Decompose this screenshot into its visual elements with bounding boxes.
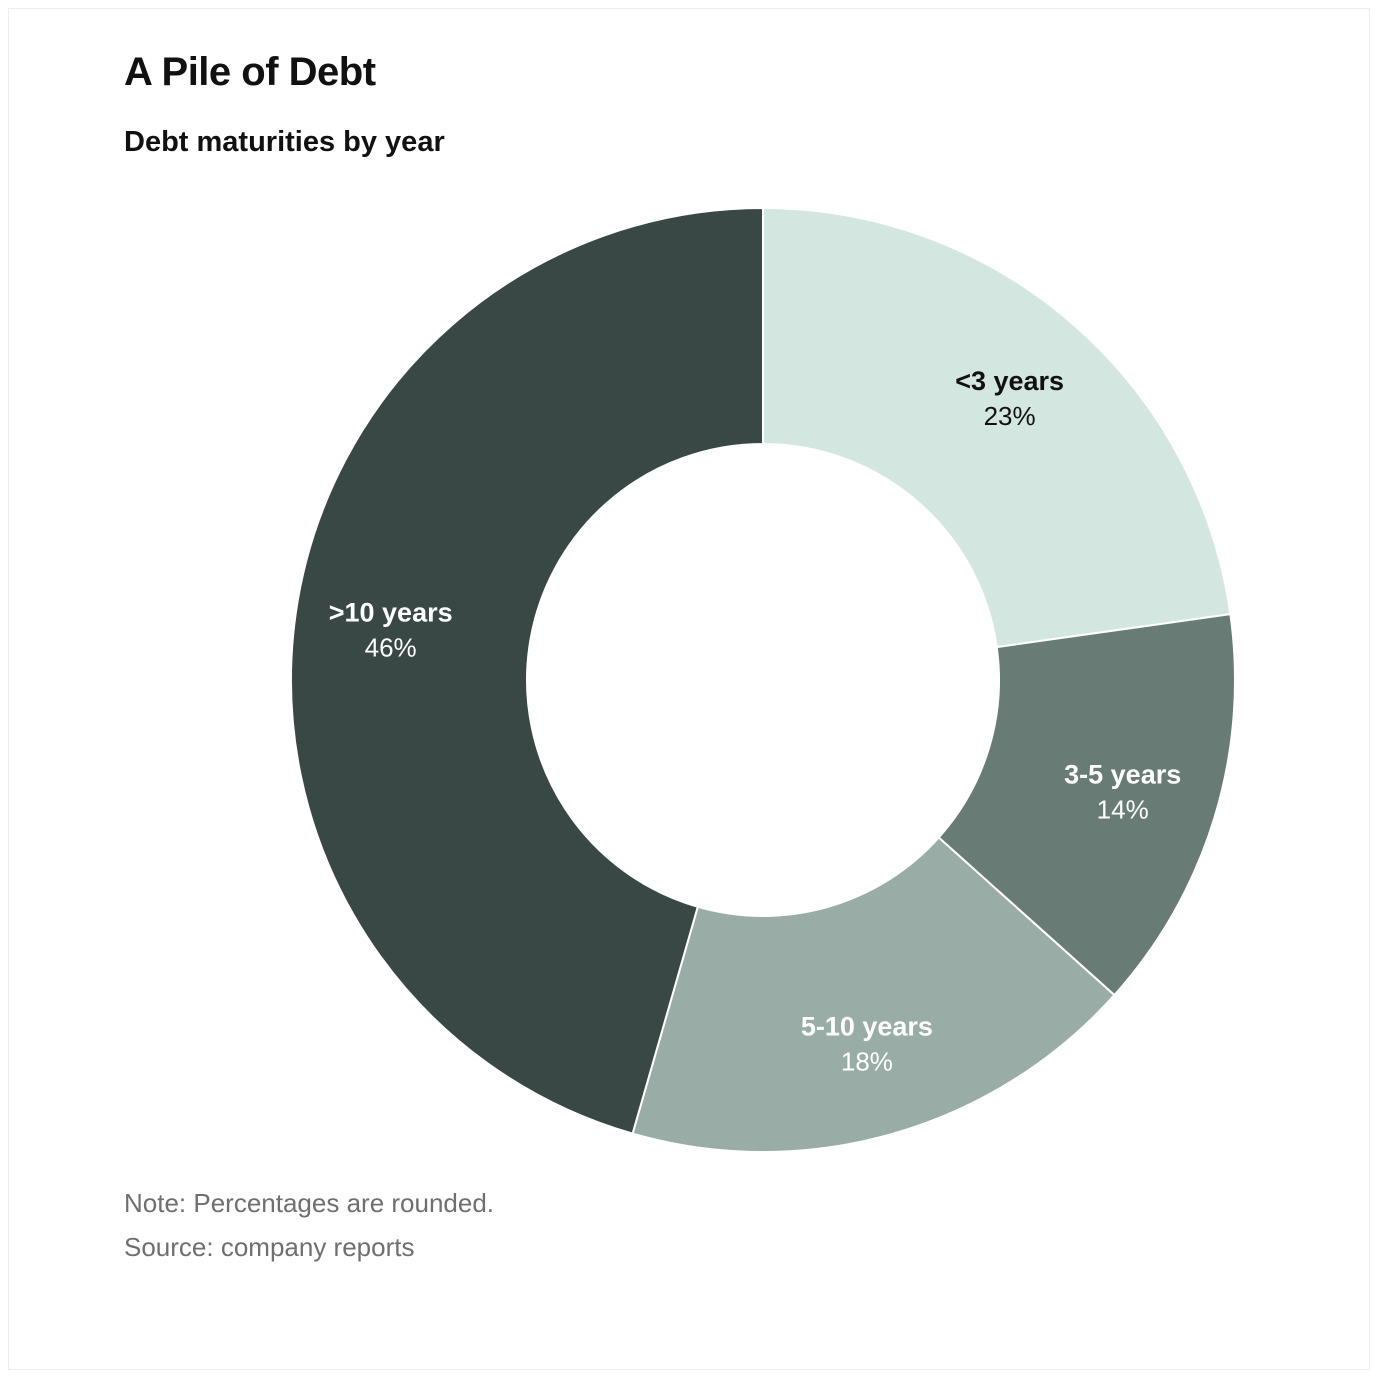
slice-value-label: 46% — [365, 633, 417, 663]
slice-category-label: <3 years — [955, 366, 1064, 396]
donut-slice — [937, 613, 1236, 997]
slice-value-label: 14% — [1097, 794, 1149, 824]
slice-category-label: 5-10 years — [801, 1011, 933, 1041]
donut-slice — [762, 206, 1232, 649]
donut-slice — [289, 206, 764, 1135]
slice-category-label: 3-5 years — [1064, 759, 1181, 789]
chart-source: Source: company reports — [124, 1232, 415, 1262]
slice-category-label: >10 years — [329, 598, 453, 628]
donut-slice — [631, 836, 1116, 1153]
slice-value-label: 23% — [984, 401, 1036, 431]
chart-title: A Pile of Debt — [124, 50, 376, 94]
slice-value-label: 18% — [841, 1046, 893, 1076]
chart-note: Note: Percentages are rounded. — [124, 1188, 495, 1218]
chart-subtitle: Debt maturities by year — [124, 126, 445, 158]
